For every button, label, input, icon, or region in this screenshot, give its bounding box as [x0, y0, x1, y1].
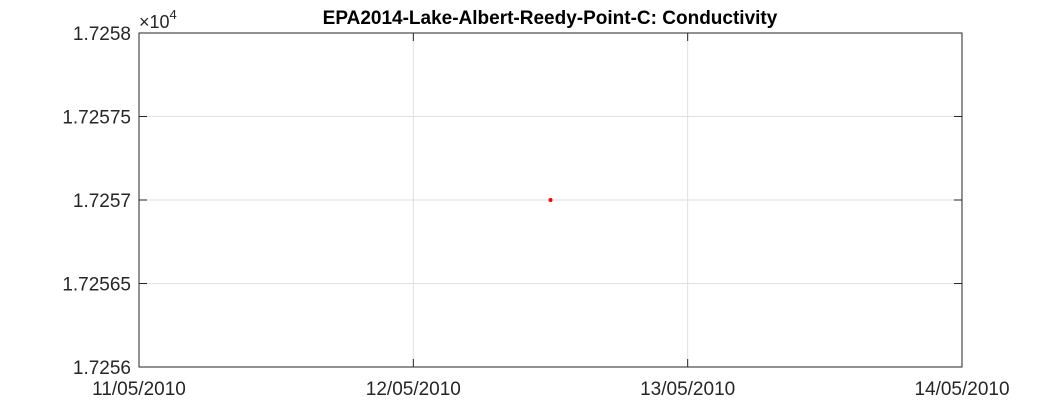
y-tick-label: 1.72575	[62, 108, 131, 129]
y-exponent-power: 4	[170, 7, 177, 22]
y-tick-label: 1.7256	[73, 358, 131, 379]
data-point	[548, 198, 553, 202]
x-tick-labels: 11/05/2010 12/05/2010 13/05/2010 14/05/2010	[92, 379, 1009, 400]
y-tick-label: 1.72565	[62, 275, 131, 296]
tick-marks	[138, 32, 963, 368]
y-tick-label: 1.7257	[73, 191, 131, 212]
x-tick-label: 11/05/2010	[92, 379, 186, 400]
x-tick-label: 12/05/2010	[366, 379, 461, 400]
data-points	[548, 198, 553, 202]
y-tick-label: 1.7258	[73, 24, 131, 45]
chart-title: EPA2014-Lake-Albert-Reedy-Point-C: Condu…	[323, 8, 778, 29]
y-exponent-label: ×104	[139, 7, 177, 32]
x-tick-label: 14/05/2010	[914, 379, 1009, 400]
y-exponent-base: ×10	[139, 12, 170, 32]
y-tick-labels: 1.7258 1.72575 1.7257 1.72565 1.7256	[62, 24, 131, 379]
x-tick-label: 13/05/2010	[640, 379, 735, 400]
